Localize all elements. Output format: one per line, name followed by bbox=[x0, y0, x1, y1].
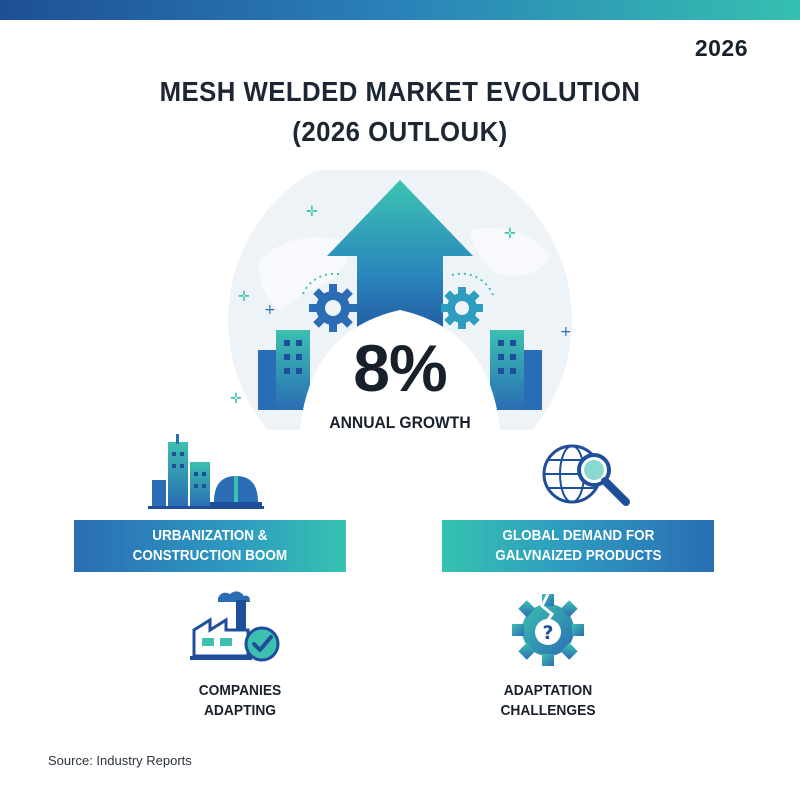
svg-text:?: ? bbox=[542, 622, 553, 644]
buildings-left-icon bbox=[258, 330, 310, 410]
driver-label-line2: GALVNAIZED PRODUCTS bbox=[494, 547, 662, 564]
up-arrow-icon bbox=[327, 180, 473, 350]
outcome-label-line1: COMPANIES bbox=[198, 682, 282, 699]
driver-label-line1: GLOBAL DEMAND FOR bbox=[501, 527, 654, 544]
page-title: MESH WELDED MARKET EVOLUTION bbox=[159, 76, 641, 107]
globe-magnifier-icon bbox=[542, 444, 630, 506]
broken-gear-question-icon: ? bbox=[512, 593, 584, 666]
svg-text:✛: ✛ bbox=[238, 289, 250, 305]
svg-text:✛: ✛ bbox=[230, 391, 242, 407]
outcome-label-line2: ADAPTING bbox=[203, 702, 277, 719]
top-gradient-bar bbox=[0, 0, 800, 20]
driver-label-line1: URBANIZATION & bbox=[152, 527, 268, 544]
year-label: 2026 bbox=[694, 35, 748, 61]
buildings-right-icon bbox=[490, 330, 542, 410]
page-subtitle: (2026 OUTLOUK) bbox=[292, 116, 508, 147]
growth-hero-illustration: ✛ ✛ ✛ + + ✛ bbox=[228, 170, 572, 430]
svg-text:+: + bbox=[264, 302, 276, 318]
svg-text:✛: ✛ bbox=[306, 204, 318, 220]
svg-text:✛: ✛ bbox=[504, 226, 516, 242]
driver-label-line2: CONSTRUCTION BOOM bbox=[132, 547, 288, 564]
growth-value: 8% bbox=[353, 331, 447, 405]
city-construction-icon bbox=[148, 434, 264, 509]
driver-banner-global-demand: GLOBAL DEMAND FOR GALVNAIZED PRODUCTS bbox=[442, 520, 714, 572]
outcome-caption-companies: COMPANIES ADAPTING bbox=[140, 681, 340, 721]
driver-banner-urbanization: URBANIZATION & CONSTRUCTION BOOM bbox=[74, 520, 346, 572]
source-note: Source: Industry Reports bbox=[48, 753, 192, 768]
factory-check-icon bbox=[190, 591, 280, 662]
sparkle-icons: ✛ ✛ ✛ + + ✛ bbox=[230, 204, 572, 407]
outcome-caption-challenges: ADAPTATION CHALLENGES bbox=[448, 681, 648, 721]
gear-left-icon bbox=[302, 272, 357, 332]
outcome-label-line2: CHALLENGES bbox=[500, 702, 596, 719]
svg-text:+: + bbox=[560, 324, 572, 340]
outcome-label-line1: ADAPTATION bbox=[503, 682, 593, 699]
growth-label: ANNUAL GROWTH bbox=[329, 413, 471, 432]
